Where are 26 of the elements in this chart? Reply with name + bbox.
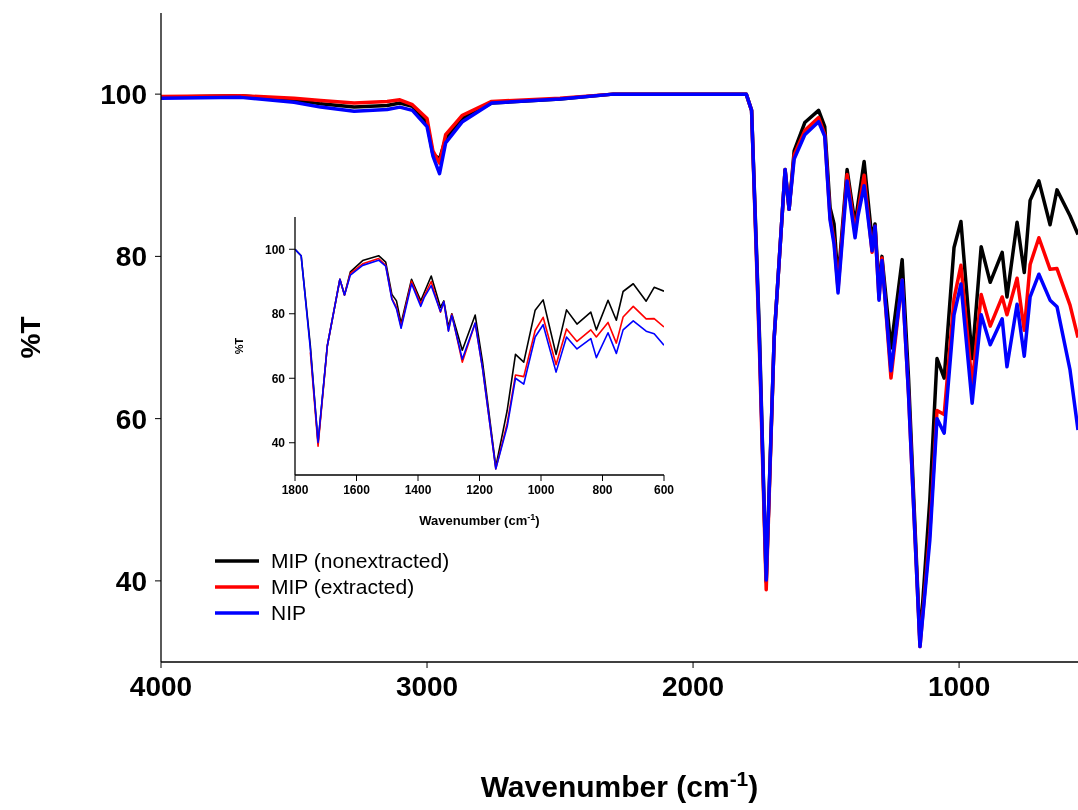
- x-axis-title: Wavenumber (cm$^{-1}$): [419, 512, 540, 528]
- x-tick-label: 3000: [395, 670, 459, 702]
- legend-label: NIP: [271, 600, 307, 626]
- y-tick-label: 80: [271, 307, 286, 322]
- y-tick-label: 40: [115, 565, 147, 597]
- x-tick-label: 4000: [129, 670, 193, 702]
- y-axis-title: %T: [233, 337, 245, 355]
- legend-label: MIP (nonextracted): [271, 548, 450, 574]
- y-tick-label: 100: [100, 79, 147, 111]
- y-tick-label: 80: [115, 241, 147, 273]
- x-tick-label: 1000: [927, 670, 991, 702]
- legend-label: MIP (extracted): [271, 574, 415, 600]
- y-tick-label: 60: [271, 371, 286, 386]
- y-tick-label: 40: [271, 436, 286, 451]
- x-tick-label: 2000: [661, 670, 725, 702]
- x-tick-label: 1600: [343, 482, 371, 497]
- y-tick-label: 100: [264, 242, 286, 257]
- x-tick-label: 600: [653, 482, 675, 497]
- x-tick-label: 800: [592, 482, 613, 497]
- y-axis-title: %T: [15, 316, 46, 359]
- x-axis-title: Wavenumber (cm$^{-1}$): [480, 766, 759, 803]
- x-tick-label: 1000: [527, 482, 555, 497]
- y-tick-label: 60: [115, 403, 147, 435]
- x-tick-label: 1400: [404, 482, 432, 497]
- x-tick-label: 1800: [281, 482, 309, 497]
- x-tick-label: 1200: [466, 482, 494, 497]
